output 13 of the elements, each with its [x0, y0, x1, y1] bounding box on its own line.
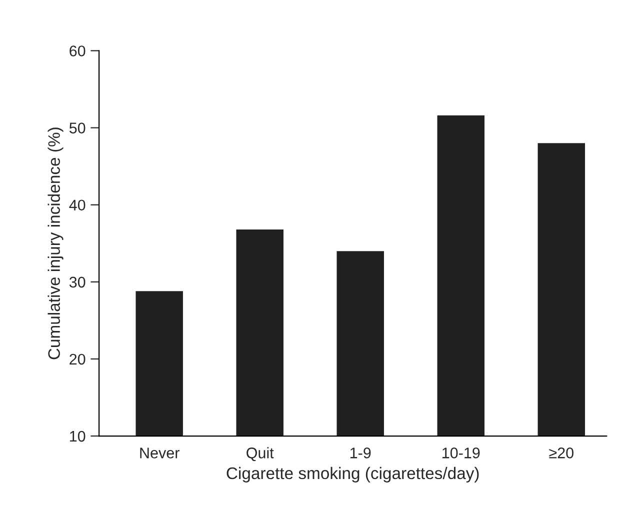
- y-axis-title: Cumulative injury incidence (%): [48, 128, 64, 360]
- x-tick-label: Never: [140, 448, 180, 458]
- x-tick-label: 10-19: [442, 448, 480, 458]
- y-tick-label: 50: [69, 122, 86, 134]
- x-tick-label: ≥20: [549, 448, 574, 458]
- y-tick-label: 40: [69, 200, 86, 211]
- x-axis-title: Cigarette smoking (cigarettes/day): [226, 466, 479, 482]
- x-tick-label: 1-9: [350, 448, 371, 458]
- y-tick-label: 30: [69, 276, 86, 288]
- x-tick-label: Quit: [246, 447, 274, 462]
- y-tick-label: 60: [70, 46, 86, 56]
- y-tick-label: 10: [70, 430, 86, 442]
- y-tick-label: 20: [70, 354, 86, 365]
